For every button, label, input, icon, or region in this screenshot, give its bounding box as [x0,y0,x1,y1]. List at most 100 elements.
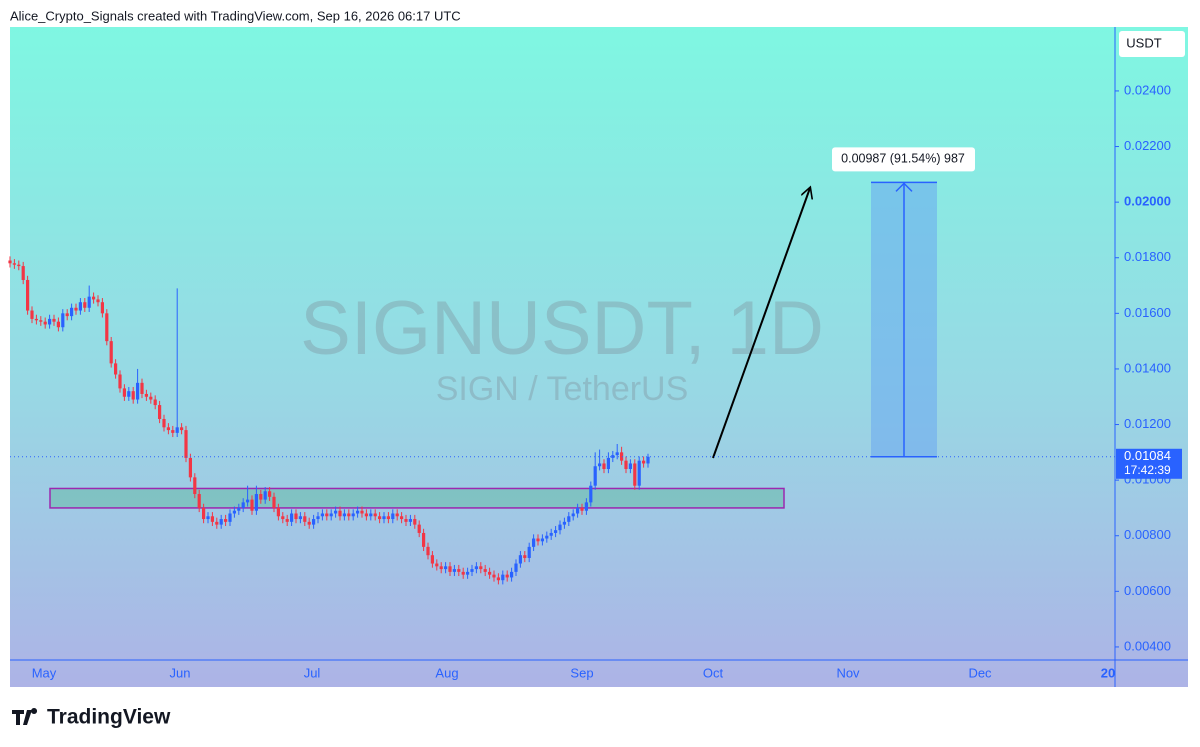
candle-body [197,494,201,508]
candle-body [206,516,210,520]
candle-body [408,519,412,522]
candle-body [496,577,500,581]
candle-body [461,571,465,575]
candle-body [510,571,514,578]
candle-body [43,321,47,325]
candle-body [140,382,144,394]
candle-body [470,569,474,572]
candle-body [642,460,646,464]
candle-body [501,574,505,581]
candle-body [633,463,637,486]
candle-body [505,574,509,578]
candle-body [276,507,280,517]
candle-body [290,513,294,522]
candle-body [131,391,135,400]
candle-body [611,455,615,458]
candle-body [12,263,16,265]
candle-body [127,391,131,397]
candle-body [215,521,219,525]
candle-body [263,491,267,500]
candle-body [342,513,346,517]
candle-body [30,310,34,319]
candle-body [202,507,206,520]
candle-body [325,513,329,517]
candle-body [83,302,87,308]
candle-body [589,485,593,503]
candle-body [285,519,289,522]
candle-body [303,516,307,522]
candle-body [426,546,430,556]
candle-body [210,516,214,522]
candle-body [316,516,320,520]
watermark-subtitle: SIGN / TetherUS [436,370,689,408]
candle-body [92,296,96,300]
candle-body [593,466,597,486]
candle-body [268,491,272,497]
candle-body [153,399,157,406]
candle-body [554,530,558,533]
candle-body [122,388,126,397]
y-tick-label: 0.02400 [1124,82,1171,97]
countdown: 17:42:39 [1124,463,1171,477]
candle-body [246,499,250,503]
candle-body [162,418,166,428]
candle-body [136,382,140,400]
candle-body [48,318,52,325]
last-price-box [1116,448,1182,479]
chart-background [10,27,1188,687]
candle-body [466,571,470,575]
y-tick-label: 0.01600 [1124,305,1171,320]
candle-body [8,260,12,264]
brand: TradingView [47,706,171,729]
candle-body [144,393,148,397]
candle-body [180,427,184,431]
candle-body [184,430,188,458]
candle-body [281,516,285,520]
candle-body [74,307,78,311]
candle-body [364,513,368,517]
candle-body [360,510,364,514]
candle-body [488,571,492,575]
candle-body [224,519,228,522]
candle-body [56,321,60,328]
candle-body [474,566,478,570]
candle-body [646,456,650,464]
measure-label: 0.00987 (91.54%) 987 [841,152,965,166]
candle-body [149,396,153,400]
candle-body [540,538,544,542]
candle-body [369,513,373,517]
candle-body [39,320,43,322]
candle-body [171,430,175,433]
candle-body [413,519,417,525]
y-tick-label: 0.01200 [1124,416,1171,431]
candle-body [417,524,421,533]
candle-body [96,299,100,303]
last-price-label: 0.01084 [1124,448,1171,463]
candle-body [606,457,610,470]
candle-body [298,516,302,520]
x-tick-label: Sep [570,665,593,680]
measure-label-box [832,147,975,172]
candle-body [386,516,390,520]
y-tick-label: 0.02000 [1124,194,1171,209]
candle-body [391,513,395,520]
candle-body [70,307,74,317]
candle-body [457,569,461,572]
x-tick-label: May [32,665,57,680]
candle-body [452,569,456,572]
candle-body [624,460,628,470]
candle-body [329,513,333,517]
currency-badge[interactable] [1119,31,1185,57]
candle-body [237,507,241,511]
candle-body [347,513,351,517]
y-tick-label: 0.01800 [1124,249,1171,264]
measure-arrowhead [895,182,913,192]
candle-body [378,516,382,520]
candle-body [536,538,540,542]
header: Alice_Crypto_Signals created with Tradin… [10,8,461,23]
candle-body [188,457,192,478]
candle-body [52,318,56,322]
candle-body [21,266,25,280]
candle-body [527,546,531,558]
candle-body [232,510,236,514]
